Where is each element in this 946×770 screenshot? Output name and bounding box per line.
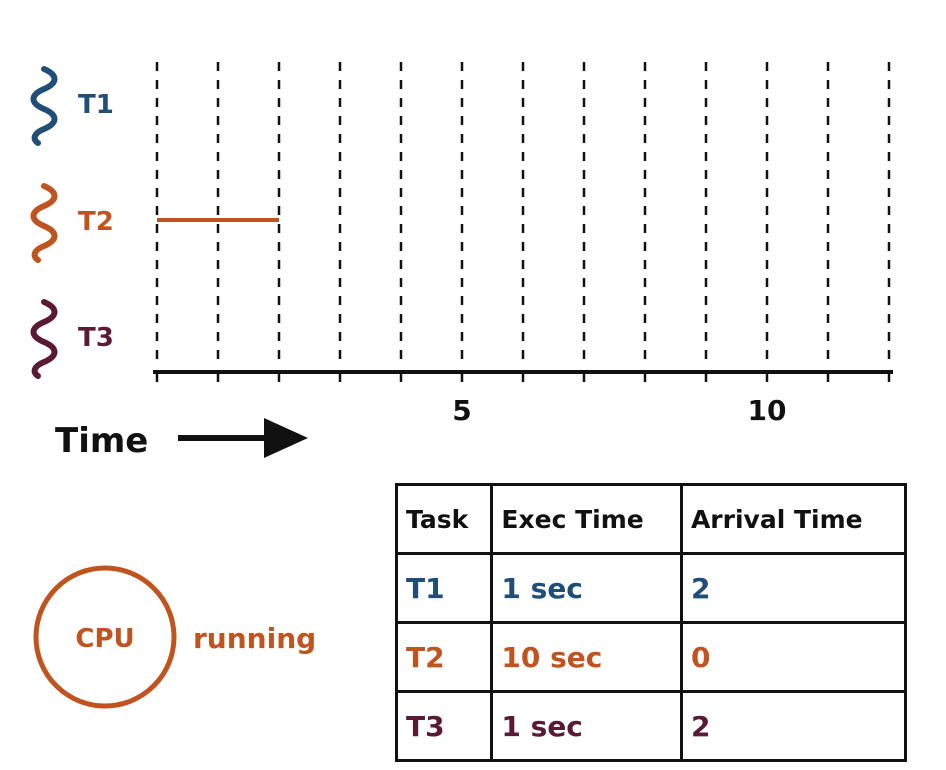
table-row: T2 10 sec 0: [394, 621, 908, 693]
thread-icon: [30, 299, 58, 379]
thread-icon: [30, 183, 58, 263]
tick-label: 5: [452, 394, 471, 427]
cpu-circle: [33, 565, 177, 709]
task-table: Task Exec Time Arrival Time T1 1 sec 2 T…: [394, 483, 908, 762]
tick-label: 10: [748, 394, 787, 427]
cpu-status: running: [193, 622, 316, 655]
cell-task: T1: [394, 552, 494, 624]
thread-row-label: T2: [30, 183, 114, 263]
table-header-row: Task Exec Time Arrival Time: [394, 483, 908, 555]
header-exec-time: Exec Time: [490, 483, 683, 555]
cell-arrival-time: 0: [679, 621, 908, 693]
thread-label: T3: [78, 323, 114, 353]
table-row: T3 1 sec 2: [394, 690, 908, 762]
thread-icon: [30, 66, 58, 146]
cpu-label: CPU: [75, 624, 134, 654]
header-arrival-time: Arrival Time: [679, 483, 908, 555]
time-axis-label: Time: [55, 421, 148, 461]
table-row: T1 1 sec 2: [394, 552, 908, 624]
thread-label: T1: [78, 90, 114, 120]
thread-label: T2: [78, 207, 114, 237]
header-task: Task: [394, 483, 494, 555]
cell-task: T2: [394, 621, 494, 693]
cell-arrival-time: 2: [679, 690, 908, 762]
cell-task: T3: [394, 690, 494, 762]
thread-labels: T1 T2 T3: [30, 66, 114, 379]
thread-row-label: T1: [30, 66, 114, 146]
cell-arrival-time: 2: [679, 552, 908, 624]
time-arrow-icon: [178, 418, 308, 458]
cell-exec-time: 1 sec: [490, 552, 683, 624]
time-axis: 5 10: [153, 370, 893, 427]
cell-exec-time: 10 sec: [490, 621, 683, 693]
cell-exec-time: 1 sec: [490, 690, 683, 762]
cpu-indicator: CPU running: [33, 565, 316, 709]
thread-row-label: T3: [30, 299, 114, 379]
time-grid: [155, 62, 891, 366]
